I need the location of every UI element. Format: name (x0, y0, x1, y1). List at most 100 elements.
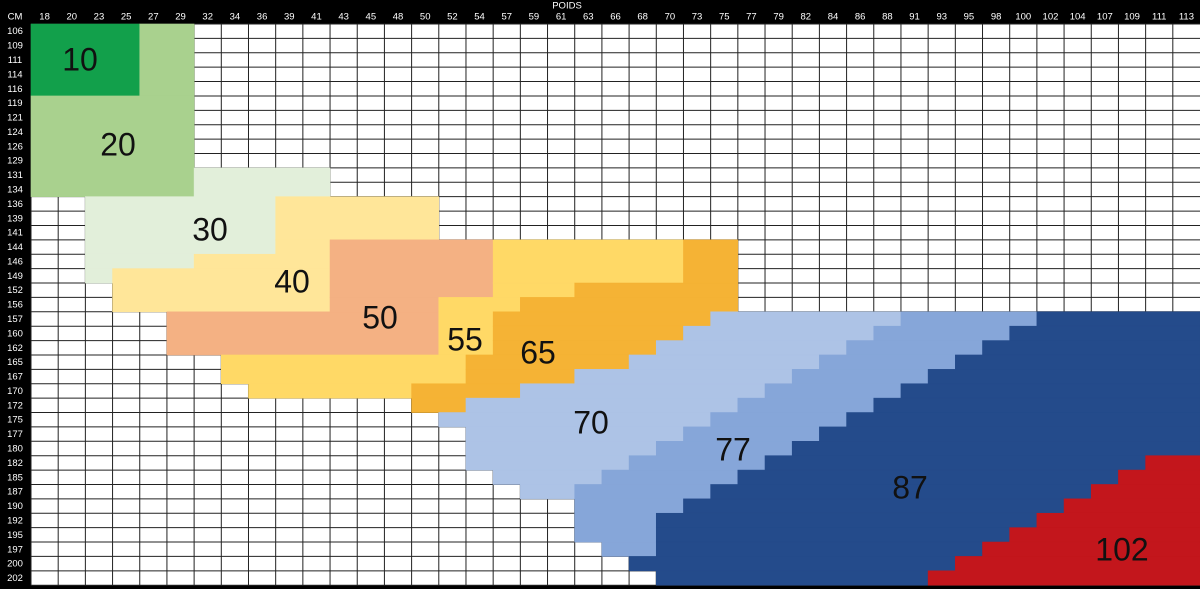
y-tick-label: 172 (7, 400, 23, 411)
size-zone (492, 469, 603, 485)
x-tick-label: 66 (610, 12, 621, 23)
y-tick-label: 165 (7, 357, 23, 368)
size-zone (221, 354, 467, 385)
size-zone (492, 311, 711, 327)
size-zone (655, 512, 1038, 528)
y-tick-label: 162 (7, 343, 23, 354)
x-tick-label: 88 (882, 12, 893, 23)
y-tick-label: 109 (7, 41, 23, 52)
size-zone (710, 412, 847, 428)
x-tick-label: 20 (66, 12, 77, 23)
size-zone (574, 484, 711, 500)
size-zone (139, 23, 195, 97)
size-zone (982, 340, 1200, 356)
zone-label: 50 (362, 299, 398, 335)
size-zone (574, 369, 793, 385)
y-tick-label: 197 (7, 544, 23, 555)
size-zone (275, 239, 331, 255)
x-tick-label: 18 (39, 12, 50, 23)
size-zone (791, 369, 929, 385)
size-zone (846, 412, 1200, 428)
size-zone (112, 268, 331, 313)
size-zone (846, 340, 983, 356)
y-tick-label: 160 (7, 328, 23, 339)
size-zone (982, 541, 1200, 557)
size-zone (601, 469, 739, 485)
size-zone (574, 282, 739, 298)
size-zone (492, 282, 576, 298)
size-zone (465, 455, 630, 471)
zone-label: 65 (520, 334, 556, 370)
x-tick-label: 84 (828, 12, 839, 23)
zone-label: 102 (1095, 531, 1148, 567)
x-tick-label: 70 (665, 12, 676, 23)
x-tick-label: 98 (991, 12, 1002, 23)
size-zone (465, 369, 576, 385)
x-tick-label: 73 (692, 12, 703, 23)
size-zone (927, 369, 1200, 385)
size-zone (1063, 498, 1200, 514)
y-tick-label: 200 (7, 559, 23, 570)
size-zone (30, 95, 195, 197)
size-zone (683, 239, 739, 284)
size-zone (655, 527, 1010, 543)
size-zone (275, 196, 440, 241)
size-zone (85, 196, 276, 255)
y-tick-label: 134 (7, 185, 23, 196)
y-tick-label: 121 (7, 113, 23, 124)
size-zone (900, 383, 1200, 399)
x-tick-label: 63 (583, 12, 594, 23)
x-tick-label: 95 (964, 12, 975, 23)
y-tick-label: 119 (7, 98, 22, 109)
y-tick-label: 182 (7, 458, 23, 469)
size-zone (683, 426, 820, 442)
size-zone (819, 354, 956, 370)
y-tick-label: 116 (7, 84, 22, 95)
y-tick-label: 144 (7, 242, 23, 253)
x-tick-label: 113 (1179, 12, 1194, 23)
x-tick-label: 104 (1070, 12, 1086, 23)
y-tick-label: 139 (7, 213, 23, 224)
size-zone (166, 311, 440, 356)
x-tick-label: 48 (393, 12, 404, 23)
x-tick-label: 32 (202, 12, 213, 23)
y-tick-label: 152 (7, 285, 23, 296)
y-tick-label: 177 (7, 429, 23, 440)
y-tick-label: 167 (7, 372, 23, 383)
x-tick-label: 68 (637, 12, 648, 23)
size-zone (737, 397, 875, 413)
y-tick-label: 202 (7, 573, 23, 584)
size-zone (1036, 512, 1200, 528)
size-zone (411, 383, 521, 399)
size-zone (329, 239, 494, 298)
size-zone (438, 297, 521, 313)
y-tick-label: 131 (7, 170, 23, 181)
x-tick-label: 100 (1015, 12, 1031, 23)
size-zone (655, 541, 983, 557)
corner-label: CM (8, 12, 23, 23)
x-tick-label: 82 (801, 12, 812, 23)
x-tick-label: 107 (1097, 12, 1113, 23)
y-tick-label: 129 (7, 156, 23, 167)
x-tick-label: 45 (366, 12, 377, 23)
y-tick-label: 187 (7, 487, 23, 498)
x-tick-label: 39 (284, 12, 295, 23)
x-tick-label: 111 (1152, 12, 1166, 23)
y-tick-label: 126 (7, 141, 23, 152)
size-zone (411, 397, 467, 413)
size-zone (193, 167, 331, 197)
size-zone (1036, 311, 1200, 327)
x-tick-label: 86 (855, 12, 866, 23)
y-tick-label: 180 (7, 444, 23, 455)
y-tick-label: 185 (7, 472, 23, 483)
size-zone (1145, 455, 1200, 471)
y-tick-label: 149 (7, 271, 23, 282)
size-zone (764, 383, 902, 399)
zone-label: 30 (192, 211, 228, 247)
zone-label: 40 (274, 263, 310, 299)
size-zone (520, 297, 739, 313)
y-tick-label: 175 (7, 415, 23, 426)
x-tick-label: 77 (746, 12, 757, 23)
x-tick-label: 27 (148, 12, 159, 23)
